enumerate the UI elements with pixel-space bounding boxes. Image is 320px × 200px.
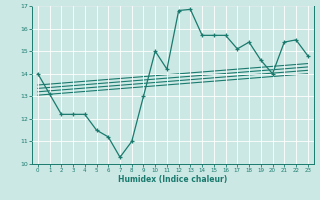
X-axis label: Humidex (Indice chaleur): Humidex (Indice chaleur) [118,175,228,184]
